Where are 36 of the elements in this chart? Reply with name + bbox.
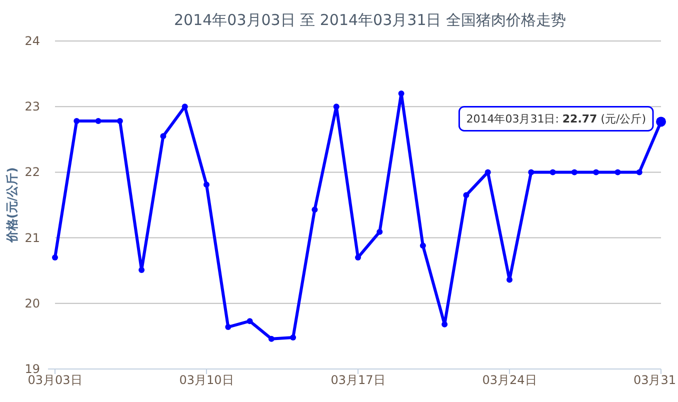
y-axis-title: 价格(元/公斤)	[5, 167, 19, 244]
y-tick-label: 24	[24, 34, 40, 48]
y-tick-label: 22	[24, 165, 40, 180]
x-tick-label: 03月17日	[330, 373, 386, 387]
x-tick-label: 03月31	[633, 373, 676, 387]
point	[116, 118, 123, 124]
y-tick-label: 19	[24, 362, 40, 376]
point	[160, 133, 166, 140]
point	[225, 324, 232, 330]
point	[204, 182, 210, 188]
y-tick-label: 23	[24, 100, 40, 114]
x-tick-label: 03月03日	[28, 373, 82, 387]
point	[636, 169, 642, 176]
point	[246, 318, 253, 324]
y-tick-label: 21	[24, 230, 40, 245]
point	[52, 254, 58, 260]
point	[528, 169, 534, 176]
point	[290, 334, 296, 341]
annotation: 2014年03月31日: 22.77 (元/公斤)	[458, 106, 654, 132]
x-tick-label: 03月24日	[482, 373, 537, 387]
point	[550, 169, 556, 176]
point	[571, 169, 578, 176]
point	[420, 242, 426, 249]
point	[614, 169, 621, 176]
title: 2014年03月03日 至 2014年03月31日 全国猪肉价格走势	[174, 11, 566, 29]
point	[74, 118, 80, 124]
point	[95, 118, 102, 124]
point	[376, 228, 383, 235]
y-tick-label: 20	[24, 296, 40, 310]
point	[398, 90, 404, 96]
annotation: 2014年03月31日: 22.77 (元/公斤)	[466, 112, 646, 126]
point	[268, 336, 274, 342]
point	[312, 206, 318, 213]
point	[593, 169, 600, 176]
point	[463, 192, 470, 198]
x-tick-label: 03月10日	[179, 373, 234, 387]
